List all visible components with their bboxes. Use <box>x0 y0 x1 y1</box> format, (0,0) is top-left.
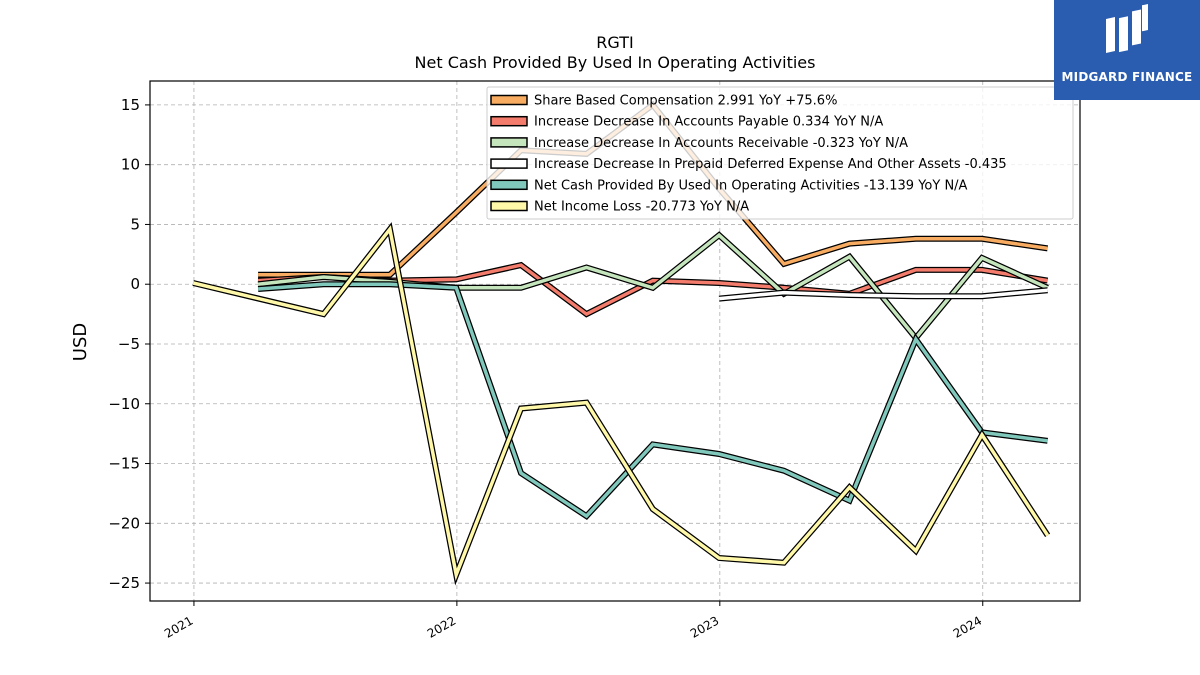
chart-subtitle: Net Cash Provided By Used In Operating A… <box>415 53 816 72</box>
legend-swatch <box>490 179 528 191</box>
legend-swatch <box>490 158 528 169</box>
y-tick-label: −25 <box>108 574 140 592</box>
brand-logo: MIDGARD FINANCE <box>1054 0 1200 100</box>
y-tick-label: −5 <box>118 335 140 353</box>
y-tick-label: −10 <box>108 395 140 413</box>
y-tick-label: 5 <box>130 215 140 233</box>
y-tick-label: 10 <box>121 156 140 174</box>
y-tick-label: −20 <box>108 514 140 532</box>
legend-label: Net Income Loss -20.773 YoY N/A <box>534 200 749 215</box>
logo-mark-icon <box>1106 4 1148 53</box>
series-net-income-loss <box>192 222 1051 586</box>
y-tick-label: 15 <box>121 96 140 114</box>
legend-swatch <box>490 94 528 106</box>
series-outline <box>192 222 1051 586</box>
legend-box <box>486 86 1074 220</box>
y-tick-label: −15 <box>108 455 140 473</box>
series-net-cash-provided-by-used-in-operating-activities <box>257 281 1048 521</box>
legend-label: Increase Decrease In Accounts Receivable… <box>534 136 908 151</box>
x-tick-label: 2023 <box>688 613 721 640</box>
x-tick-label: 2024 <box>951 613 984 640</box>
logo-text: MIDGARD FINANCE <box>1061 70 1193 84</box>
legend-label: Net Cash Provided By Used In Operating A… <box>534 178 968 193</box>
x-tick-label: 2021 <box>162 613 195 640</box>
y-tick-label: 0 <box>130 275 140 293</box>
y-axis-label: USD <box>70 323 91 361</box>
legend-label: Increase Decrease In Accounts Payable 0.… <box>534 115 883 130</box>
axes-frame <box>149 80 1081 602</box>
series-line <box>257 282 1048 519</box>
series-increase-decrease-in-prepaid-deferred-expense-and-other-assets <box>718 287 1048 302</box>
series-line <box>718 288 1048 301</box>
legend-label: Increase Decrease In Prepaid Deferred Ex… <box>534 157 1007 172</box>
x-tick-label: 2022 <box>425 613 458 640</box>
legend-swatch <box>490 137 528 148</box>
series-line <box>192 225 1050 581</box>
legend-label: Share Based Compensation 2.991 YoY +75.6… <box>534 94 837 109</box>
legend-swatch <box>490 200 528 212</box>
y-ticks: 15 10 5 0 −5 −10 −15 −20 −25 <box>108 96 150 592</box>
legend-swatch <box>490 115 528 127</box>
x-ticks: 2021 2022 2023 2024 <box>162 601 984 641</box>
legend: Share Based Compensation 2.991 YoY +75.6… <box>486 86 1074 220</box>
chart-title: RGTI <box>596 33 633 52</box>
